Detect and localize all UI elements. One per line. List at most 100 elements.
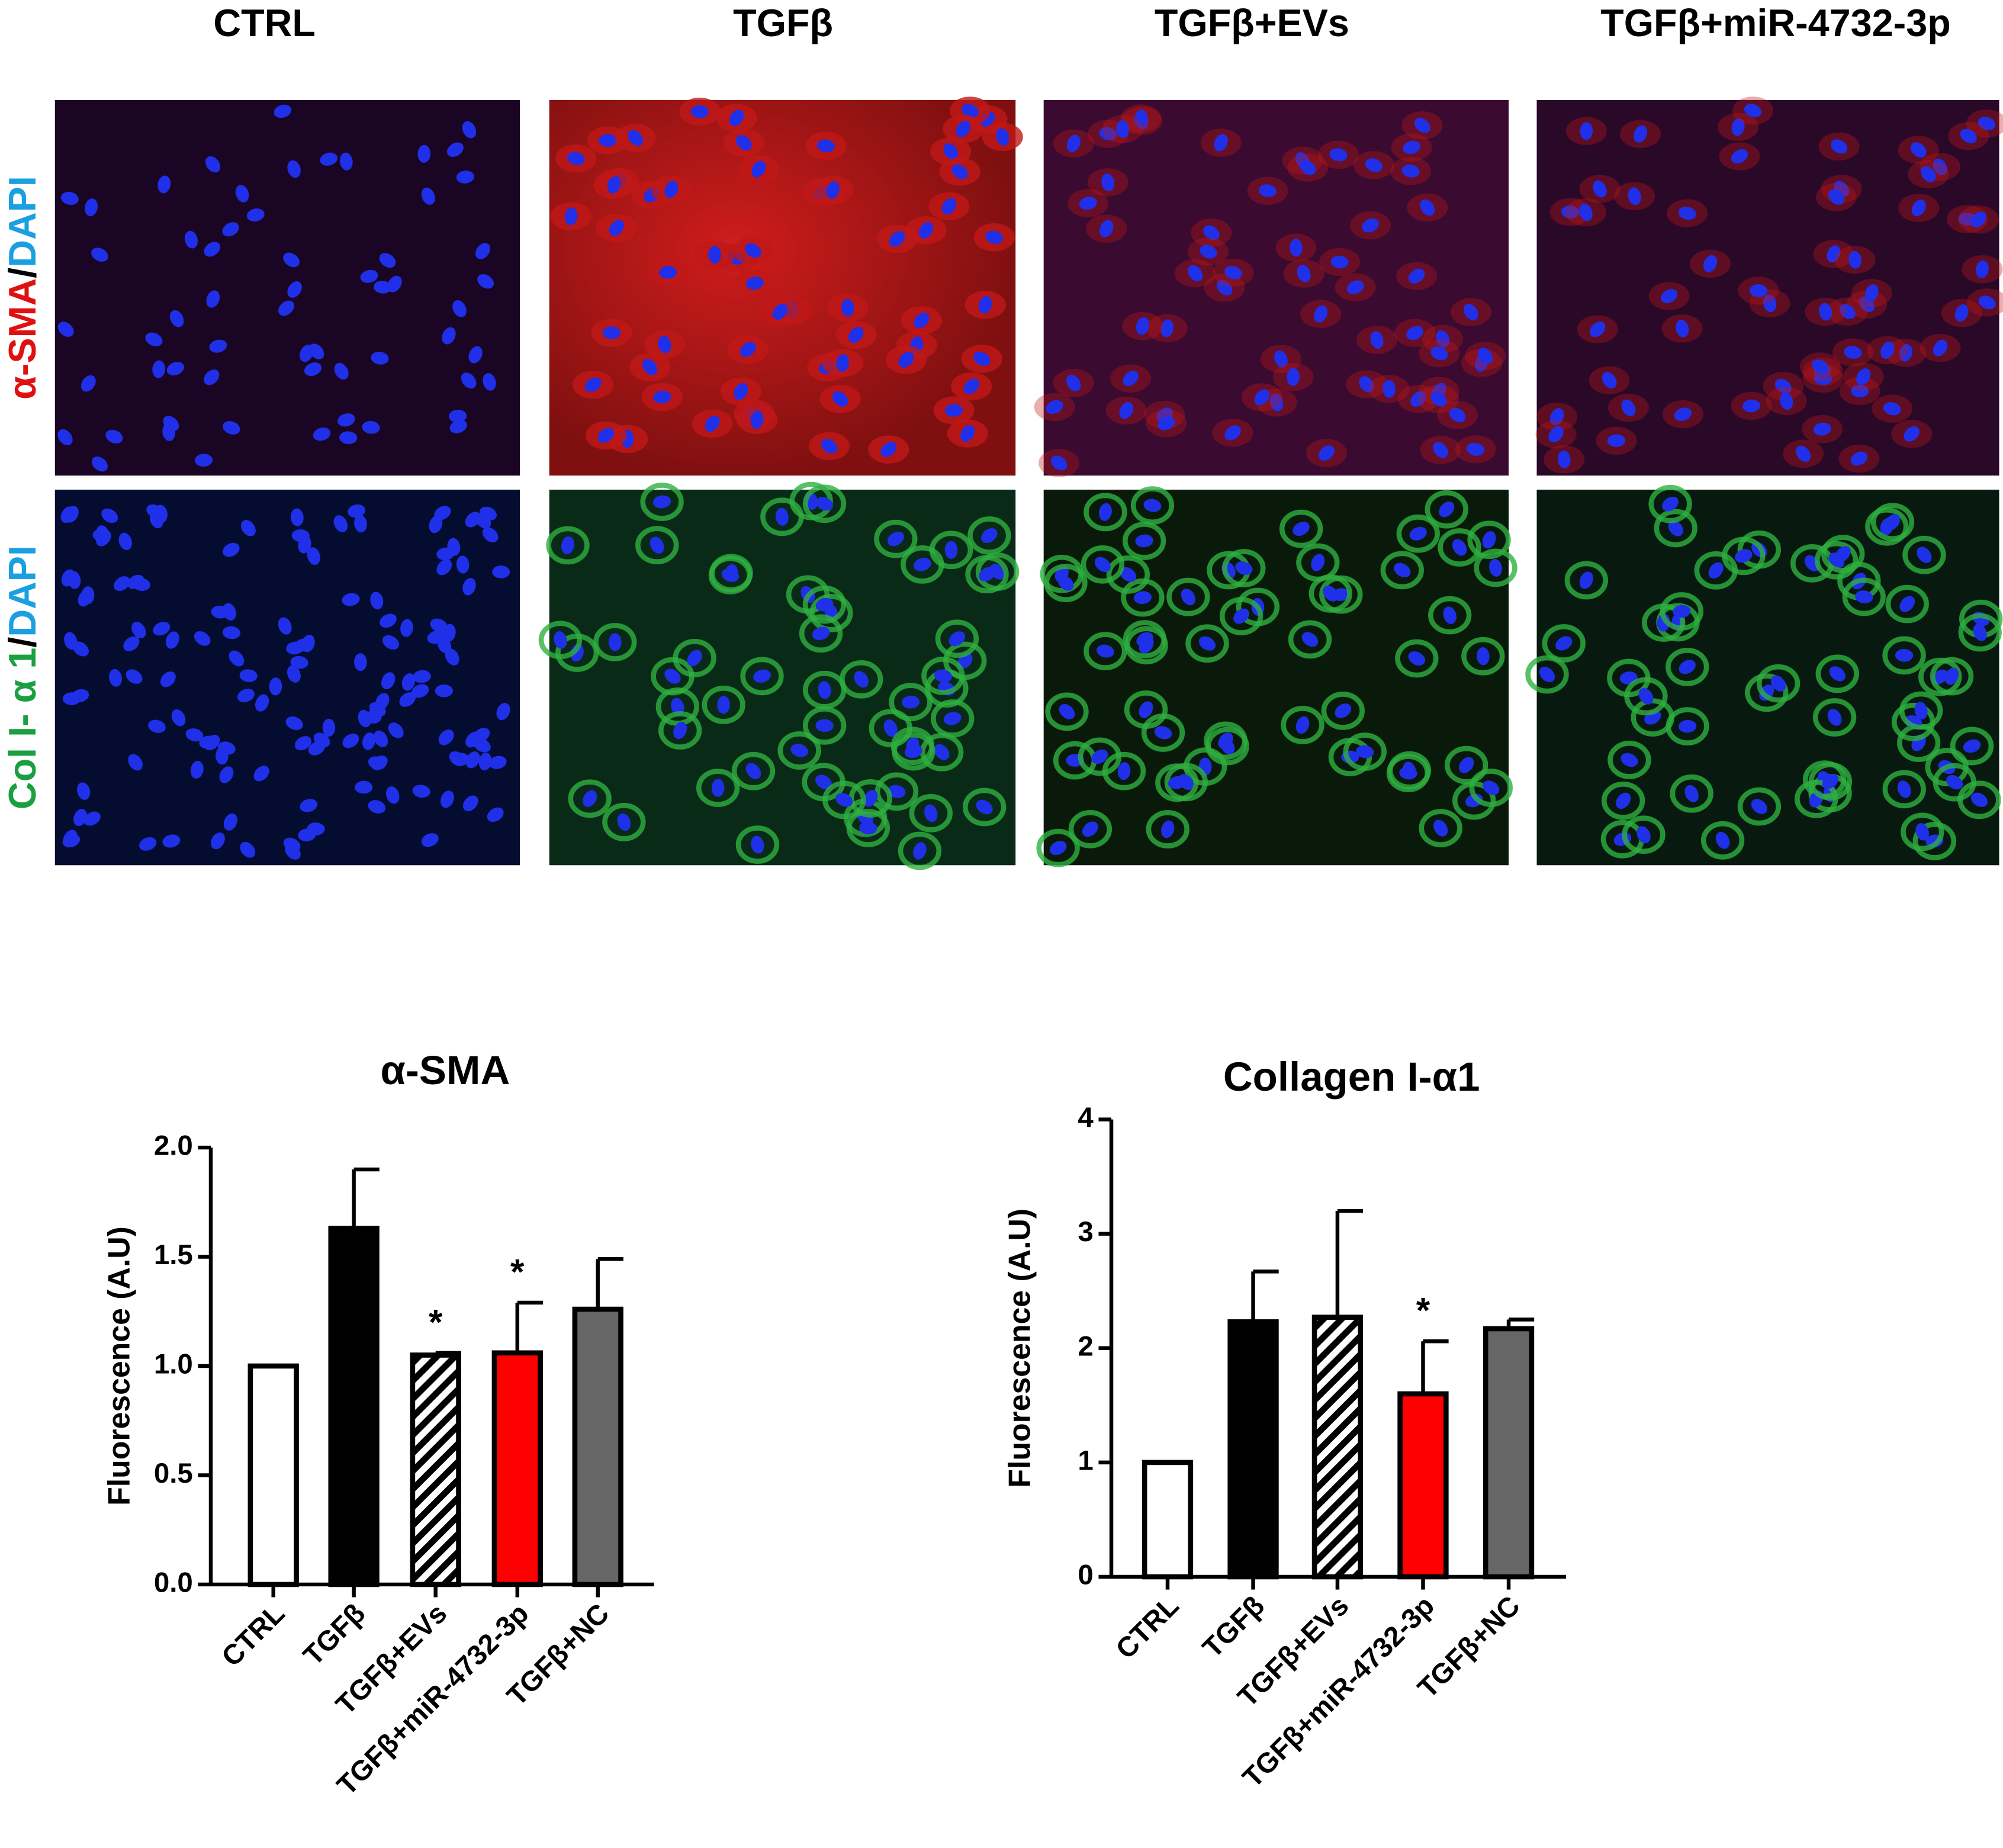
nucleus	[342, 733, 359, 748]
nucleus	[206, 290, 220, 308]
nucleus	[400, 619, 413, 637]
nucleus	[223, 421, 240, 435]
nucleus	[1430, 346, 1448, 361]
cytoplasm	[1124, 690, 1168, 729]
cytoplasm	[1700, 821, 1745, 860]
y-tick-label: 0.0	[154, 1567, 193, 1598]
nucleus	[101, 508, 118, 523]
nucleus	[411, 684, 429, 698]
nucleus	[285, 716, 303, 730]
nucleus	[1715, 831, 1730, 849]
cytoplasm	[1102, 751, 1146, 790]
nucleus	[114, 576, 130, 592]
nucleus	[152, 360, 165, 378]
nucleus	[671, 698, 684, 716]
micrograph-background	[1536, 99, 1999, 476]
nucleus	[1580, 122, 1593, 140]
nucleus	[658, 335, 671, 353]
y-tick-label: 0.5	[154, 1458, 193, 1489]
nucleus	[362, 420, 380, 434]
nucleus	[996, 128, 1009, 146]
nucleus	[1057, 575, 1074, 591]
nucleus	[821, 439, 838, 454]
nucleus	[653, 495, 671, 509]
nucleus	[468, 346, 483, 364]
nucleus	[274, 104, 292, 118]
nucleus	[1403, 140, 1420, 155]
cytoplasm	[593, 623, 637, 661]
y-tick-label: 2	[1078, 1330, 1093, 1362]
nucleus	[1557, 450, 1571, 468]
nucleus	[708, 246, 721, 264]
nucleus	[278, 300, 294, 316]
nucleus	[1301, 632, 1319, 647]
nucleus	[429, 515, 443, 533]
nucleus	[1684, 785, 1699, 802]
nucleus	[943, 712, 962, 725]
nucleus	[848, 327, 864, 343]
chart-title: α-SMA	[380, 1047, 510, 1093]
nucleus	[358, 709, 372, 728]
cytoplasm	[1045, 692, 1089, 731]
column-header: CTRL	[213, 1, 316, 44]
nucleus	[445, 648, 459, 666]
nucleus	[290, 655, 308, 669]
nucleus	[435, 684, 453, 698]
cytoplasm	[1296, 543, 1340, 582]
nucleus	[1483, 780, 1500, 795]
x-tick-label: CTRL	[216, 1598, 291, 1673]
nucleus	[1050, 455, 1068, 471]
nucleus	[1960, 128, 1977, 143]
x-tick-label: TGFβ	[297, 1598, 371, 1672]
nucleus	[465, 751, 480, 769]
nucleus	[355, 780, 373, 794]
nucleus	[109, 669, 122, 687]
cytoplasm	[799, 614, 843, 653]
nucleus	[1616, 792, 1631, 809]
bar-chart: α-SMA Fluorescence (A.U) 0.0 0.5 1.0 1.5 2.0 CT…	[102, 1047, 654, 1801]
nucleus	[473, 728, 490, 743]
cytoplasm	[1068, 809, 1113, 849]
nucleus	[162, 834, 181, 848]
micrograph	[54, 489, 520, 866]
nucleus	[354, 515, 367, 533]
cytoplasm	[846, 809, 890, 847]
nucleus	[1827, 709, 1842, 726]
nucleus	[1602, 372, 1617, 388]
nucleus	[1970, 211, 1986, 228]
nucleus	[382, 635, 400, 650]
nucleus	[160, 671, 176, 687]
nucleus	[421, 833, 439, 847]
cytoplasm	[602, 803, 646, 841]
nucleus	[1099, 127, 1117, 141]
nucleus	[81, 375, 96, 392]
nucleus	[960, 425, 975, 442]
nucleus	[1314, 305, 1328, 323]
nucleus	[1819, 303, 1832, 321]
nucleus	[1066, 374, 1081, 391]
cytoplasm	[1155, 763, 1199, 802]
nucleus	[210, 832, 225, 850]
nucleus	[461, 372, 477, 389]
nucleus	[650, 536, 664, 554]
nucleus	[1408, 268, 1425, 284]
nucleus	[1763, 294, 1777, 313]
cytoplasm	[1882, 636, 1926, 675]
nucleus	[744, 243, 761, 258]
nucleus	[483, 373, 496, 391]
cytoplasm	[696, 769, 740, 807]
nucleus	[1708, 562, 1724, 579]
nucleus	[219, 766, 234, 783]
cytoplasm	[892, 732, 935, 771]
cytoplasm	[874, 519, 918, 558]
micrograph	[1535, 97, 2003, 476]
cytoplasm	[760, 497, 804, 536]
nucleus	[973, 351, 991, 366]
micrograph	[1525, 484, 2003, 866]
y-tick-label: 2.0	[154, 1130, 193, 1162]
nucleus	[1330, 255, 1349, 269]
nucleus	[567, 152, 585, 165]
cytoplasm	[1281, 706, 1324, 744]
nucleus	[751, 835, 764, 854]
nucleus	[388, 722, 404, 738]
